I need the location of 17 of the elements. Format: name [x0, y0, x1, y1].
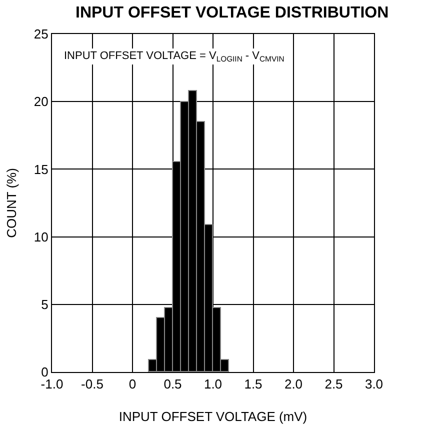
chart-title: INPUT OFFSET VOLTAGE DISTRIBUTION	[76, 4, 389, 22]
x-tick-label: 1.5	[244, 376, 262, 392]
x-tick-label: 1.0	[204, 376, 222, 392]
x-tick-label: 0	[128, 376, 136, 392]
x-tick-label: 2.0	[284, 376, 303, 392]
x-tick-label: 0.5	[164, 376, 182, 392]
y-tick-label: 25	[34, 26, 48, 42]
y-axis-title: COUNT (%)	[4, 168, 19, 238]
x-tick-label: 3.0	[364, 376, 384, 392]
annotation: INPUT OFFSET VOLTAGE = V$_{LOGIIN}$ - V$_{CMVIN}$	[64, 50, 284, 64]
x-tick-label: -0.5	[81, 376, 104, 392]
x-tick-label: 2.5	[324, 376, 343, 392]
y-tick-label: 15	[34, 162, 48, 177]
y-tick-label: 20	[34, 94, 48, 110]
x-axis-title: INPUT OFFSET VOLTAGE (mV)	[118, 409, 308, 424]
y-tick-label: 10	[34, 229, 48, 244]
y-tick-label: 5	[41, 296, 48, 312]
